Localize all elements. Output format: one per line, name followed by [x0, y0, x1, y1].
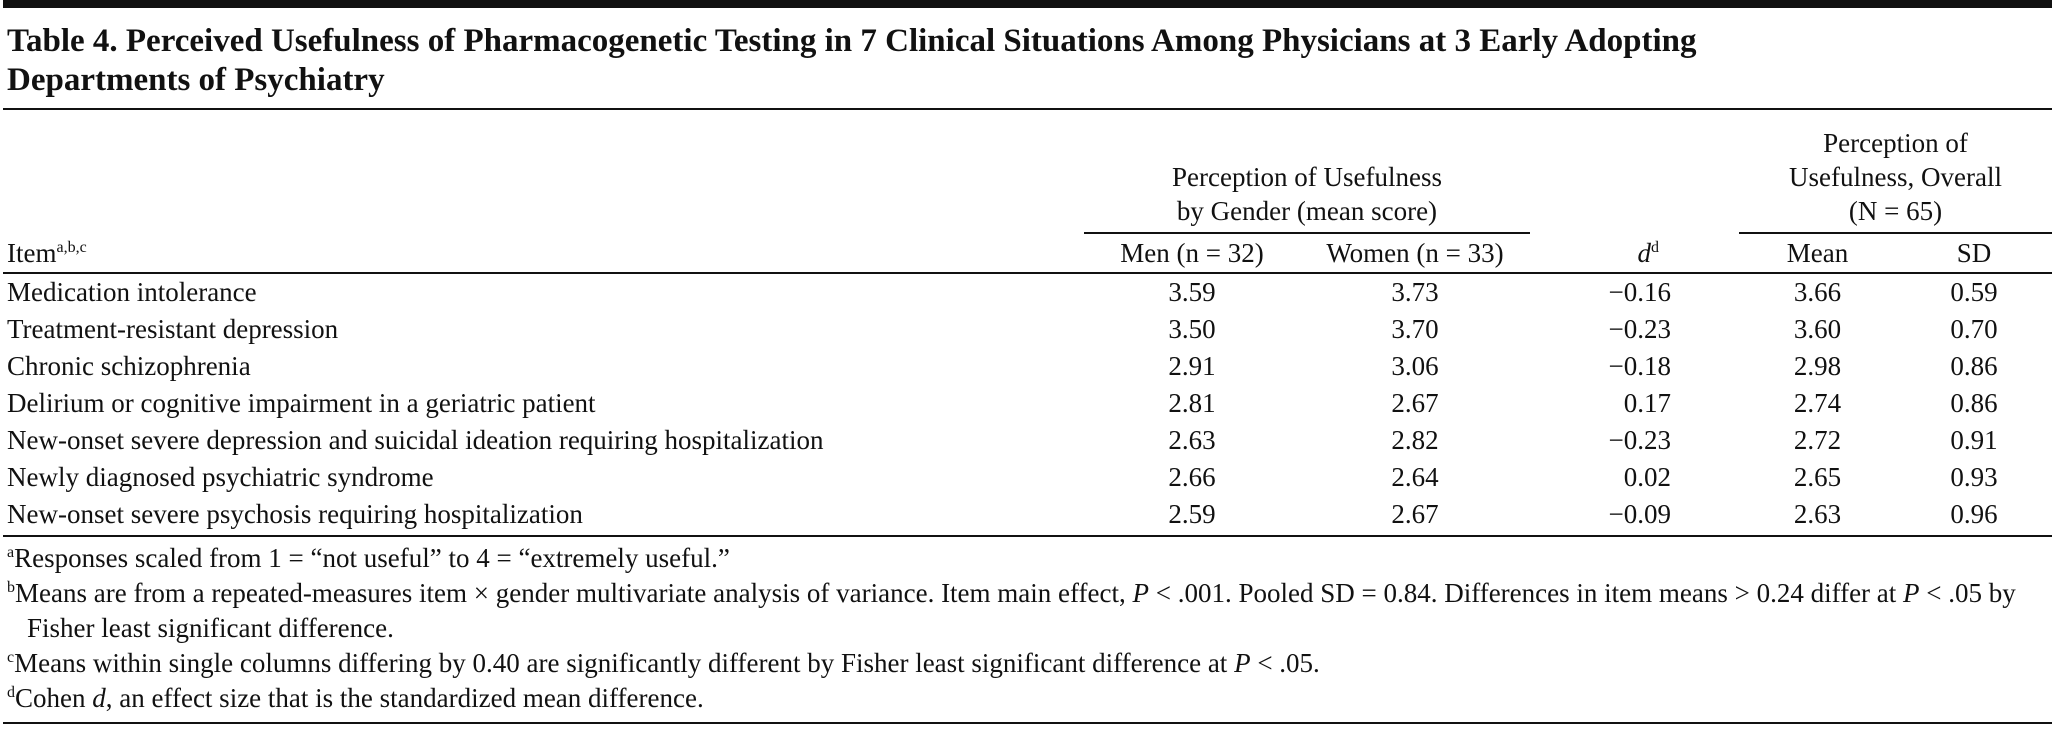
- value-cell: −0.23: [1608, 425, 1671, 455]
- footnote-text: < .05.: [1250, 648, 1320, 678]
- footnote-text: Means within single columns differing by…: [14, 648, 1235, 678]
- top-rule: [3, 0, 2052, 8]
- item-cell: Delirium or cognitive impairment in a ge…: [7, 388, 596, 418]
- value-cell: 2.65: [1793, 462, 1842, 492]
- value-cell: 2.72: [1793, 425, 1842, 455]
- value-cell: 0.93: [1950, 462, 1998, 492]
- table-figure: Table 4. Perceived Usefulness of Pharmac…: [3, 0, 2053, 724]
- footnote: bMeans are from a repeated-measures item…: [7, 576, 2048, 646]
- footnote-text: P: [1132, 578, 1149, 608]
- d-label: d: [1637, 238, 1652, 268]
- footnote-mark: a,b,c: [56, 239, 87, 256]
- footnote-text: < .001. Pooled SD = 0.84. Differences in…: [1148, 578, 1904, 608]
- column-header: SD: [1896, 234, 2053, 274]
- item-cell: Treatment-resistant depression: [7, 314, 339, 344]
- gender-group: Perception of Usefulness by Gender (mean …: [1084, 110, 1530, 234]
- footnote: cMeans within single columns differing b…: [7, 646, 2048, 681]
- value-cell: 3.73: [1391, 277, 1439, 307]
- group-line: by Gender (mean score): [1176, 196, 1438, 226]
- table-body: Medication intolerance 3.59 3.73 −0.16 3.66 0…: [3, 273, 2053, 537]
- footnote-text: P: [1903, 578, 1920, 608]
- column-header: Men (n = 32): [1084, 234, 1300, 274]
- column-header: Women (n = 33): [1300, 234, 1530, 274]
- group-line: (N = 65): [1848, 196, 1943, 226]
- value-cell: 0.86: [1950, 388, 1998, 418]
- group-line: Perception of Usefulness: [1172, 162, 1442, 192]
- column-header-row: Men (n = 32) Women (n = 33) Mean SD: [3, 234, 2053, 274]
- value-cell: −0.09: [1530, 496, 1739, 537]
- overall-group-label: Perception of Usefulness, Overall (N = 65): [1739, 126, 2053, 234]
- value-cell: 2.67: [1300, 496, 1530, 537]
- value-cell: −0.23: [1608, 314, 1671, 344]
- value-cell: 3.59: [1168, 277, 1216, 307]
- data-table: Itema,b,c Perception of Usefulness by Gen…: [3, 110, 2053, 537]
- value-cell: 0.86: [1950, 351, 1998, 381]
- footnote-mark: d: [7, 684, 15, 701]
- value-cell: 0.70: [1950, 314, 1998, 344]
- table-row: Delirium or cognitive impairment in a ge…: [3, 385, 2052, 422]
- footnote-mark: b: [7, 579, 15, 596]
- footnote: aResponses scaled from 1 = “not useful” …: [7, 541, 2048, 576]
- value-cell: 3.06: [1391, 351, 1439, 381]
- value-cell: 2.66: [1168, 462, 1216, 492]
- footnote-text: P: [1234, 648, 1251, 678]
- footnote: dCohen d, an effect size that is the sta…: [7, 681, 2048, 716]
- item-cell: Newly diagnosed psychiatric syndrome: [7, 462, 434, 492]
- value-cell: 2.63: [1739, 496, 1896, 537]
- value-cell: 2.63: [1168, 425, 1216, 455]
- value-cell: 2.91: [1168, 351, 1216, 381]
- footnote-mark: a: [7, 544, 15, 561]
- value-cell: 0.02: [1623, 462, 1671, 492]
- table-row: New-onset severe psychosis requiring hos…: [3, 496, 2053, 537]
- item-cell: Medication intolerance: [7, 277, 257, 307]
- value-cell: 3.70: [1391, 314, 1439, 344]
- table-row: Treatment-resistant depression 3.50 3.70 −0…: [3, 311, 2052, 348]
- group-line: Usefulness, Overall: [1789, 162, 2002, 192]
- value-cell: 3.50: [1168, 314, 1216, 344]
- value-cell: 0.59: [1950, 277, 1998, 307]
- table-row: Medication intolerance 3.59 3.73 −0.16 3.66 0…: [3, 273, 2052, 311]
- value-cell: 3.60: [1793, 314, 1842, 344]
- footnote-text: d: [92, 683, 106, 713]
- item-cell: Chronic schizophrenia: [7, 351, 251, 381]
- footnote-mark: c: [7, 649, 15, 666]
- value-cell: 2.98: [1793, 351, 1842, 381]
- item-header: Itema,b,c: [3, 110, 1084, 274]
- value-cell: −0.18: [1608, 351, 1671, 381]
- column-header: Mean: [1739, 234, 1896, 274]
- value-cell: 0.17: [1623, 388, 1671, 418]
- footnote-text: < .05 by Fisher least significant differ…: [27, 578, 2016, 643]
- value-cell: 2.74: [1793, 388, 1842, 418]
- value-cell: 0.91: [1950, 425, 1998, 455]
- title-line: Table 4. Perceived Usefulness of Pharmac…: [7, 23, 1697, 59]
- value-cell: −0.16: [1608, 277, 1671, 307]
- title-line: Departments of Psychiatry: [7, 62, 385, 98]
- item-cell: New-onset severe depression and suicidal…: [7, 425, 824, 455]
- group-line: Perception of: [1823, 128, 1968, 158]
- table-row: Newly diagnosed psychiatric syndrome 2.66…: [3, 459, 2052, 496]
- value-cell: 2.81: [1168, 388, 1216, 418]
- footnotes: aResponses scaled from 1 = “not useful” …: [3, 537, 2052, 724]
- value-cell: 2.67: [1391, 388, 1439, 418]
- footnote-mark: d: [1651, 239, 1659, 256]
- value-cell: 3.66: [1793, 277, 1842, 307]
- footnote-text: Cohen: [15, 683, 93, 713]
- d-header: dd: [1530, 110, 1739, 274]
- footnote-text: Responses scaled from 1 = “not useful” t…: [14, 543, 730, 573]
- gender-group-label: Perception of Usefulness by Gender (mean …: [1084, 160, 1530, 234]
- item-cell: New-onset severe psychosis requiring hos…: [3, 496, 1084, 537]
- overall-group: Perception of Usefulness, Overall (N = 65): [1739, 110, 2053, 234]
- value-cell: 2.64: [1391, 462, 1439, 492]
- table-row: Chronic schizophrenia 2.91 3.06 −0.18 2.98 0.…: [3, 348, 2052, 385]
- group-header-row: Itema,b,c Perception of Usefulness by Gen…: [3, 110, 2053, 274]
- table-row: New-onset severe depression and suicidal…: [3, 422, 2052, 459]
- table-title: Table 4. Perceived Usefulness of Pharmac…: [3, 8, 2052, 110]
- item-label: Item: [7, 238, 57, 268]
- value-cell: 0.96: [1896, 496, 2053, 537]
- value-cell: 2.82: [1391, 425, 1439, 455]
- value-cell: 2.59: [1084, 496, 1300, 537]
- footnote-text: Means are from a repeated-measures item …: [15, 578, 1133, 608]
- footnote-text: , an effect size that is the standardize…: [105, 683, 704, 713]
